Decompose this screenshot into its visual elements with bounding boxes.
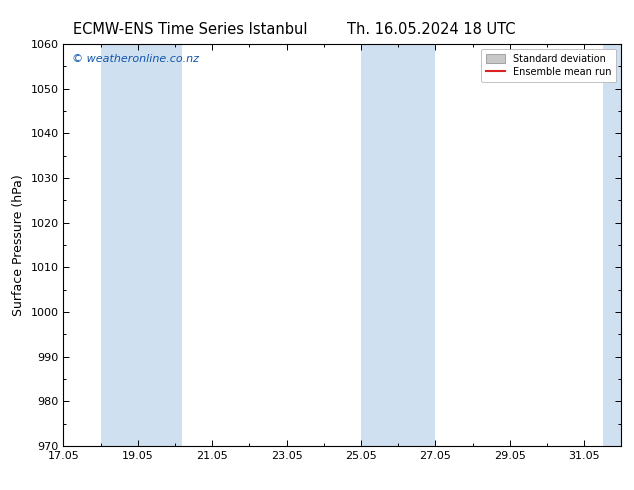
Text: Th. 16.05.2024 18 UTC: Th. 16.05.2024 18 UTC: [347, 22, 515, 37]
Bar: [157, 44, 183, 446]
Y-axis label: Surface Pressure (hPa): Surface Pressure (hPa): [12, 174, 25, 316]
Bar: [101, 44, 157, 446]
Text: ECMW-ENS Time Series Istanbul: ECMW-ENS Time Series Istanbul: [73, 22, 307, 37]
Bar: [603, 44, 621, 446]
Bar: [398, 44, 436, 446]
Bar: [361, 44, 398, 446]
Legend: Standard deviation, Ensemble mean run: Standard deviation, Ensemble mean run: [481, 49, 616, 82]
Text: © weatheronline.co.nz: © weatheronline.co.nz: [72, 54, 199, 64]
